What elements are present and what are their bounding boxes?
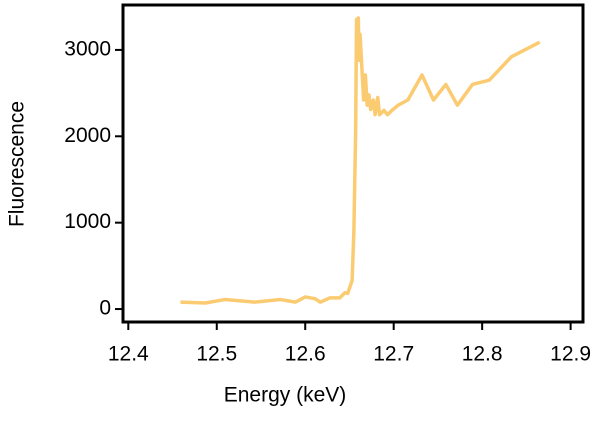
y-axis-label: Fluorescence bbox=[6, 101, 29, 227]
plot-frame bbox=[121, 3, 585, 324]
x-tick-label: 12.5 bbox=[196, 343, 237, 366]
y-tick-label: 2000 bbox=[64, 124, 111, 147]
x-tick-label: 12.7 bbox=[373, 343, 414, 366]
x-tick-label: 12.8 bbox=[462, 343, 503, 366]
y-tick-label: 0 bbox=[99, 297, 111, 320]
x-tick-label: 12.4 bbox=[108, 343, 149, 366]
x-tick-label: 12.6 bbox=[285, 343, 326, 366]
y-tick-label: 3000 bbox=[64, 37, 111, 60]
y-tick-label: 1000 bbox=[64, 210, 111, 233]
x-tick-label: 12.9 bbox=[550, 343, 591, 366]
x-axis-label: Energy (keV) bbox=[224, 384, 347, 407]
data-line bbox=[180, 16, 541, 305]
